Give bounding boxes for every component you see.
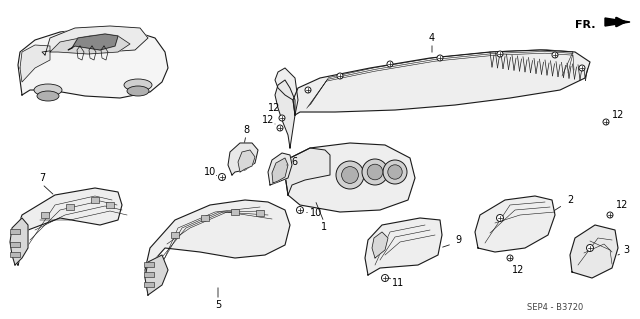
Text: 8: 8	[243, 125, 249, 135]
Circle shape	[603, 119, 609, 125]
Text: 5: 5	[215, 300, 221, 310]
Bar	[106, 202, 114, 208]
Text: FR.: FR.	[575, 20, 596, 30]
Polygon shape	[68, 34, 118, 50]
Circle shape	[383, 160, 407, 184]
Bar	[10, 229, 20, 234]
Polygon shape	[272, 158, 288, 183]
Polygon shape	[42, 26, 148, 55]
Circle shape	[381, 275, 388, 281]
Text: 12: 12	[262, 115, 274, 125]
Text: 12: 12	[616, 200, 628, 210]
Circle shape	[296, 206, 303, 213]
Circle shape	[218, 174, 225, 181]
Circle shape	[607, 212, 613, 218]
Polygon shape	[268, 153, 292, 185]
Text: 12: 12	[612, 110, 624, 120]
Circle shape	[337, 73, 343, 79]
Bar	[144, 282, 154, 287]
Text: 10: 10	[310, 208, 322, 218]
Polygon shape	[293, 50, 590, 115]
Circle shape	[507, 255, 513, 261]
Polygon shape	[605, 18, 630, 26]
Polygon shape	[145, 200, 290, 295]
Polygon shape	[372, 232, 388, 258]
Text: 4: 4	[429, 33, 435, 43]
Polygon shape	[50, 36, 130, 54]
Bar	[66, 204, 74, 210]
Circle shape	[497, 51, 503, 57]
Ellipse shape	[34, 84, 62, 96]
Bar	[144, 262, 154, 267]
Bar	[256, 210, 264, 216]
Polygon shape	[238, 150, 255, 172]
Polygon shape	[20, 45, 50, 82]
Circle shape	[362, 159, 388, 185]
Bar	[10, 242, 20, 247]
Text: 9: 9	[455, 235, 461, 245]
Text: 1: 1	[321, 222, 327, 232]
Circle shape	[437, 55, 443, 61]
Bar	[91, 197, 99, 203]
Circle shape	[579, 65, 585, 71]
Polygon shape	[365, 218, 442, 275]
Text: 3: 3	[623, 245, 629, 255]
Circle shape	[305, 87, 311, 93]
Polygon shape	[228, 143, 258, 175]
Polygon shape	[18, 28, 168, 98]
Circle shape	[336, 161, 364, 189]
Polygon shape	[285, 143, 415, 212]
Polygon shape	[475, 196, 555, 252]
Polygon shape	[570, 225, 618, 278]
Circle shape	[342, 167, 358, 183]
Polygon shape	[15, 188, 122, 265]
Polygon shape	[275, 80, 295, 148]
Polygon shape	[285, 148, 330, 195]
Circle shape	[552, 52, 558, 58]
Polygon shape	[145, 255, 168, 295]
Bar	[171, 232, 179, 238]
Text: 6: 6	[291, 157, 297, 167]
Text: 11: 11	[392, 278, 404, 288]
Circle shape	[279, 115, 285, 121]
Ellipse shape	[124, 79, 152, 91]
Circle shape	[586, 244, 593, 251]
Bar	[144, 272, 154, 277]
Ellipse shape	[127, 86, 149, 96]
Circle shape	[277, 125, 283, 131]
Text: SEP4 - B3720: SEP4 - B3720	[527, 303, 583, 313]
Polygon shape	[10, 218, 28, 265]
Circle shape	[388, 165, 402, 179]
Bar	[41, 212, 49, 218]
Text: 12: 12	[512, 265, 524, 275]
Text: 7: 7	[39, 173, 45, 183]
Bar	[10, 252, 20, 257]
Circle shape	[497, 214, 504, 221]
Circle shape	[367, 164, 383, 180]
Bar	[201, 215, 209, 221]
Text: 10: 10	[204, 167, 216, 177]
Text: 2: 2	[567, 195, 573, 205]
Circle shape	[387, 61, 393, 67]
Text: 12: 12	[268, 103, 280, 113]
Polygon shape	[275, 68, 298, 115]
Ellipse shape	[37, 91, 59, 101]
Bar	[231, 209, 239, 215]
